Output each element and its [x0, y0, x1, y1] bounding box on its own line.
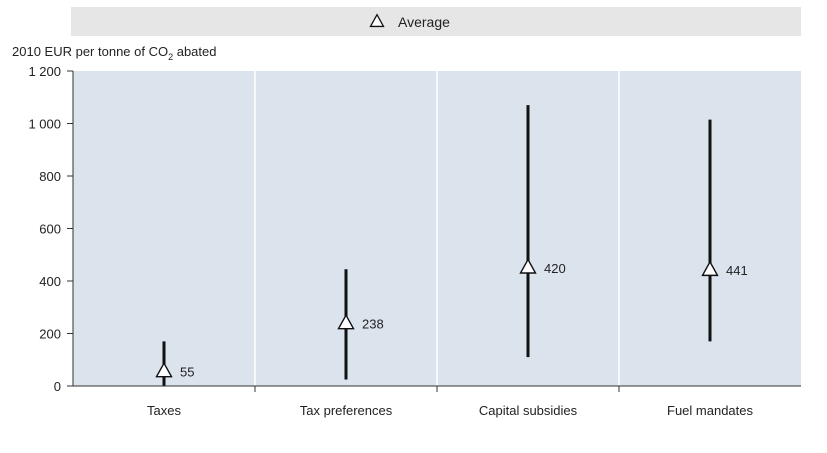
y-axis-label: 2010 EUR per tonne of CO2 abated	[12, 44, 216, 62]
average-marker	[519, 258, 537, 274]
y-tick-label: 1 000	[28, 117, 61, 132]
y-axis-label-subscript: 2	[168, 52, 173, 62]
y-axis: 0 200 400 600 800 1 000 1 200	[28, 64, 74, 394]
average-marker	[701, 260, 719, 277]
y-axis-label-tail: abated	[173, 44, 216, 59]
y-tick-label: 0	[54, 379, 61, 394]
average-value-label: 238	[362, 317, 384, 332]
x-tick-label: Capital subsidies	[479, 403, 578, 418]
y-tick-label: 400	[39, 274, 61, 289]
average-value-label: 55	[180, 365, 194, 380]
legend-triangle-icon	[369, 13, 385, 28]
category-separators	[254, 71, 620, 386]
average-value-label: 441	[726, 263, 748, 278]
legend-box	[71, 7, 801, 36]
chart-marks: 55 238 420 441	[155, 105, 748, 386]
average-marker	[337, 313, 355, 330]
legend-label: Average	[398, 14, 450, 30]
x-axis: Taxes Tax preferences Capital subsidies Fue…	[73, 385, 801, 418]
average-value-label: 420	[544, 261, 566, 276]
x-tick-label: Taxes	[147, 403, 181, 418]
y-axis-label-main: 2010 EUR per tonne of CO	[12, 44, 168, 59]
x-tick-label: Fuel mandates	[667, 403, 753, 418]
y-tick-label: 200	[39, 327, 61, 342]
x-tick-label: Tax preferences	[300, 403, 393, 418]
y-tick-label: 800	[39, 169, 61, 184]
average-marker	[155, 361, 173, 378]
y-tick-label: 600	[39, 222, 61, 237]
y-tick-label: 1 200	[28, 64, 61, 79]
